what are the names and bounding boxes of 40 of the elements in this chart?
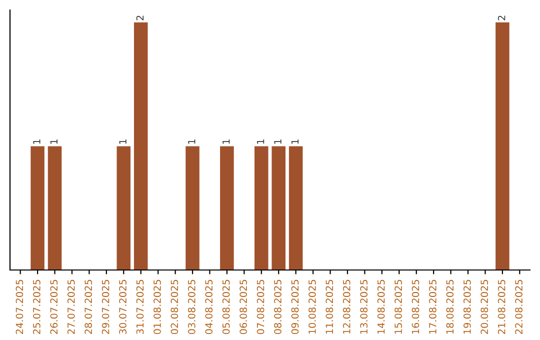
x-tick-label: 09.08.2025 <box>291 280 299 334</box>
data-label: 1 <box>222 140 230 144</box>
x-tick-label: 29.07.2025 <box>102 280 110 334</box>
data-label: 1 <box>188 140 196 144</box>
x-tick-label: 24.07.2025 <box>16 280 24 334</box>
x-tick-label: 31.07.2025 <box>136 280 144 334</box>
x-tick-label: 07.08.2025 <box>256 280 264 334</box>
data-label: 1 <box>274 140 282 144</box>
x-tick-label: 16.08.2025 <box>412 280 420 334</box>
x-tick-label: 30.07.2025 <box>119 280 126 334</box>
x-tick-label: 27.07.2025 <box>67 280 75 334</box>
data-label: 2 <box>136 16 144 20</box>
data-label: 1 <box>256 140 264 144</box>
x-tick-label: 19.08.2025 <box>463 280 471 334</box>
x-tick-label: 01.08.2025 <box>154 280 161 334</box>
x-tick-label: 28.07.2025 <box>84 280 92 334</box>
x-tick-label: 15.08.2025 <box>394 280 402 334</box>
x-tick-label: 04.08.2025 <box>205 280 213 334</box>
x-tick-label: 17.08.2025 <box>429 280 436 334</box>
data-label: 1 <box>33 140 40 144</box>
data-label: 1 <box>119 140 126 144</box>
x-tick-label: 03.08.2025 <box>188 280 196 334</box>
x-tick-label: 20.08.2025 <box>480 280 488 334</box>
x-tick-label: 13.08.2025 <box>360 280 368 334</box>
x-tick-label: 22.08.2025 <box>515 280 522 334</box>
x-tick-label: 05.08.2025 <box>222 280 230 334</box>
x-tick-label: 10.08.2025 <box>308 280 316 334</box>
data-label: 1 <box>50 140 58 144</box>
x-tick-label: 14.08.2025 <box>377 280 385 334</box>
x-tick-label: 11.08.2025 <box>326 280 334 334</box>
x-tick-label: 25.07.2025 <box>33 280 40 334</box>
x-tick-label: 06.08.2025 <box>240 280 247 334</box>
x-tick-label: 12.08.2025 <box>342 280 350 334</box>
x-tick-label: 02.08.2025 <box>170 280 178 334</box>
x-tick-label: 18.08.2025 <box>446 280 454 334</box>
x-tick-label: 21.08.2025 <box>498 280 506 334</box>
data-label: 2 <box>498 16 506 20</box>
data-label: 1 <box>291 140 299 144</box>
x-tick-label: 26.07.2025 <box>50 280 58 334</box>
x-tick-label: 08.08.2025 <box>274 280 282 334</box>
